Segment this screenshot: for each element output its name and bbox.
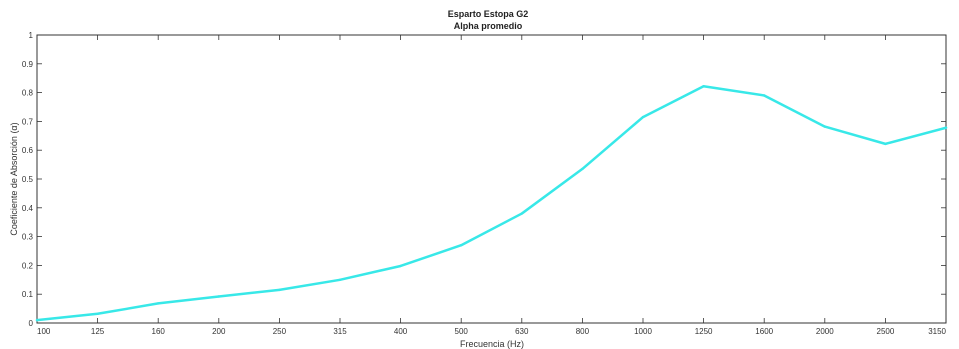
data-point: [35, 318, 39, 322]
x-tick-label: 2000: [816, 327, 834, 336]
x-tick-label: 1000: [634, 327, 652, 336]
y-tick-label: 0.9: [22, 60, 34, 69]
x-tick-label: 800: [576, 327, 590, 336]
data-point: [520, 212, 523, 215]
data-point: [823, 125, 826, 128]
x-tick-label: 315: [333, 327, 347, 336]
y-tick-label: 0.2: [22, 261, 34, 270]
data-point: [399, 264, 402, 268]
x-tick-label: 200: [212, 327, 226, 336]
data-point: [217, 295, 220, 298]
y-tick-labels: 0 0.1 0.2 0.3 0.4 0.5 0.6 0.7 0.8 0.9 1: [22, 31, 34, 328]
y-axis-label: Coeficiente de Absorción (α): [9, 122, 19, 235]
data-point: [157, 302, 160, 305]
data-point: [96, 312, 99, 315]
x-tick-label: 630: [515, 327, 529, 336]
x-tick-label: 3150: [928, 327, 946, 336]
data-point: [884, 142, 887, 146]
y-tick-label: 0.4: [22, 204, 34, 213]
x-tick-label: 1250: [695, 327, 713, 336]
data-point: [944, 126, 948, 129]
series-line-alpha: [35, 85, 948, 322]
y-tick-label: 0.1: [22, 290, 34, 299]
data-point: [460, 244, 463, 247]
chart-subtitle: Alpha promedio: [454, 21, 523, 31]
y-tick-label: 0.7: [22, 117, 34, 126]
x-tick-label: 160: [152, 327, 166, 336]
x-tick-labels: 100 125 160 200 250 315 400 500 630 800 1000 1250 16…: [37, 327, 947, 336]
y-tick-label: 0.5: [22, 175, 34, 184]
y-tick-label: 0.8: [22, 89, 34, 98]
y-tick-label: 0.3: [22, 233, 34, 242]
data-point: [278, 288, 281, 292]
data-point: [702, 85, 705, 88]
x-tick-label: 100: [37, 327, 51, 336]
data-point: [763, 94, 766, 97]
data-point: [581, 167, 584, 171]
x-tick-label: 400: [394, 327, 408, 336]
y-tick-label: 1: [29, 31, 34, 40]
axis-ticks: [36, 34, 947, 324]
series-points: [35, 85, 948, 322]
y-tick-label: 0.6: [22, 146, 34, 155]
data-point: [338, 278, 342, 281]
x-tick-label: 500: [455, 327, 469, 336]
x-tick-label: 250: [273, 327, 287, 336]
x-tick-label: 1600: [755, 327, 773, 336]
chart-title: Esparto Estopa G2: [448, 9, 529, 19]
x-tick-label: 2500: [877, 327, 895, 336]
x-axis-label: Frecuencia (Hz): [460, 339, 524, 349]
data-point: [641, 115, 645, 119]
plot-area-frame: [36, 34, 947, 324]
x-tick-label: 125: [91, 327, 105, 336]
y-tick-label: 0: [29, 319, 34, 328]
